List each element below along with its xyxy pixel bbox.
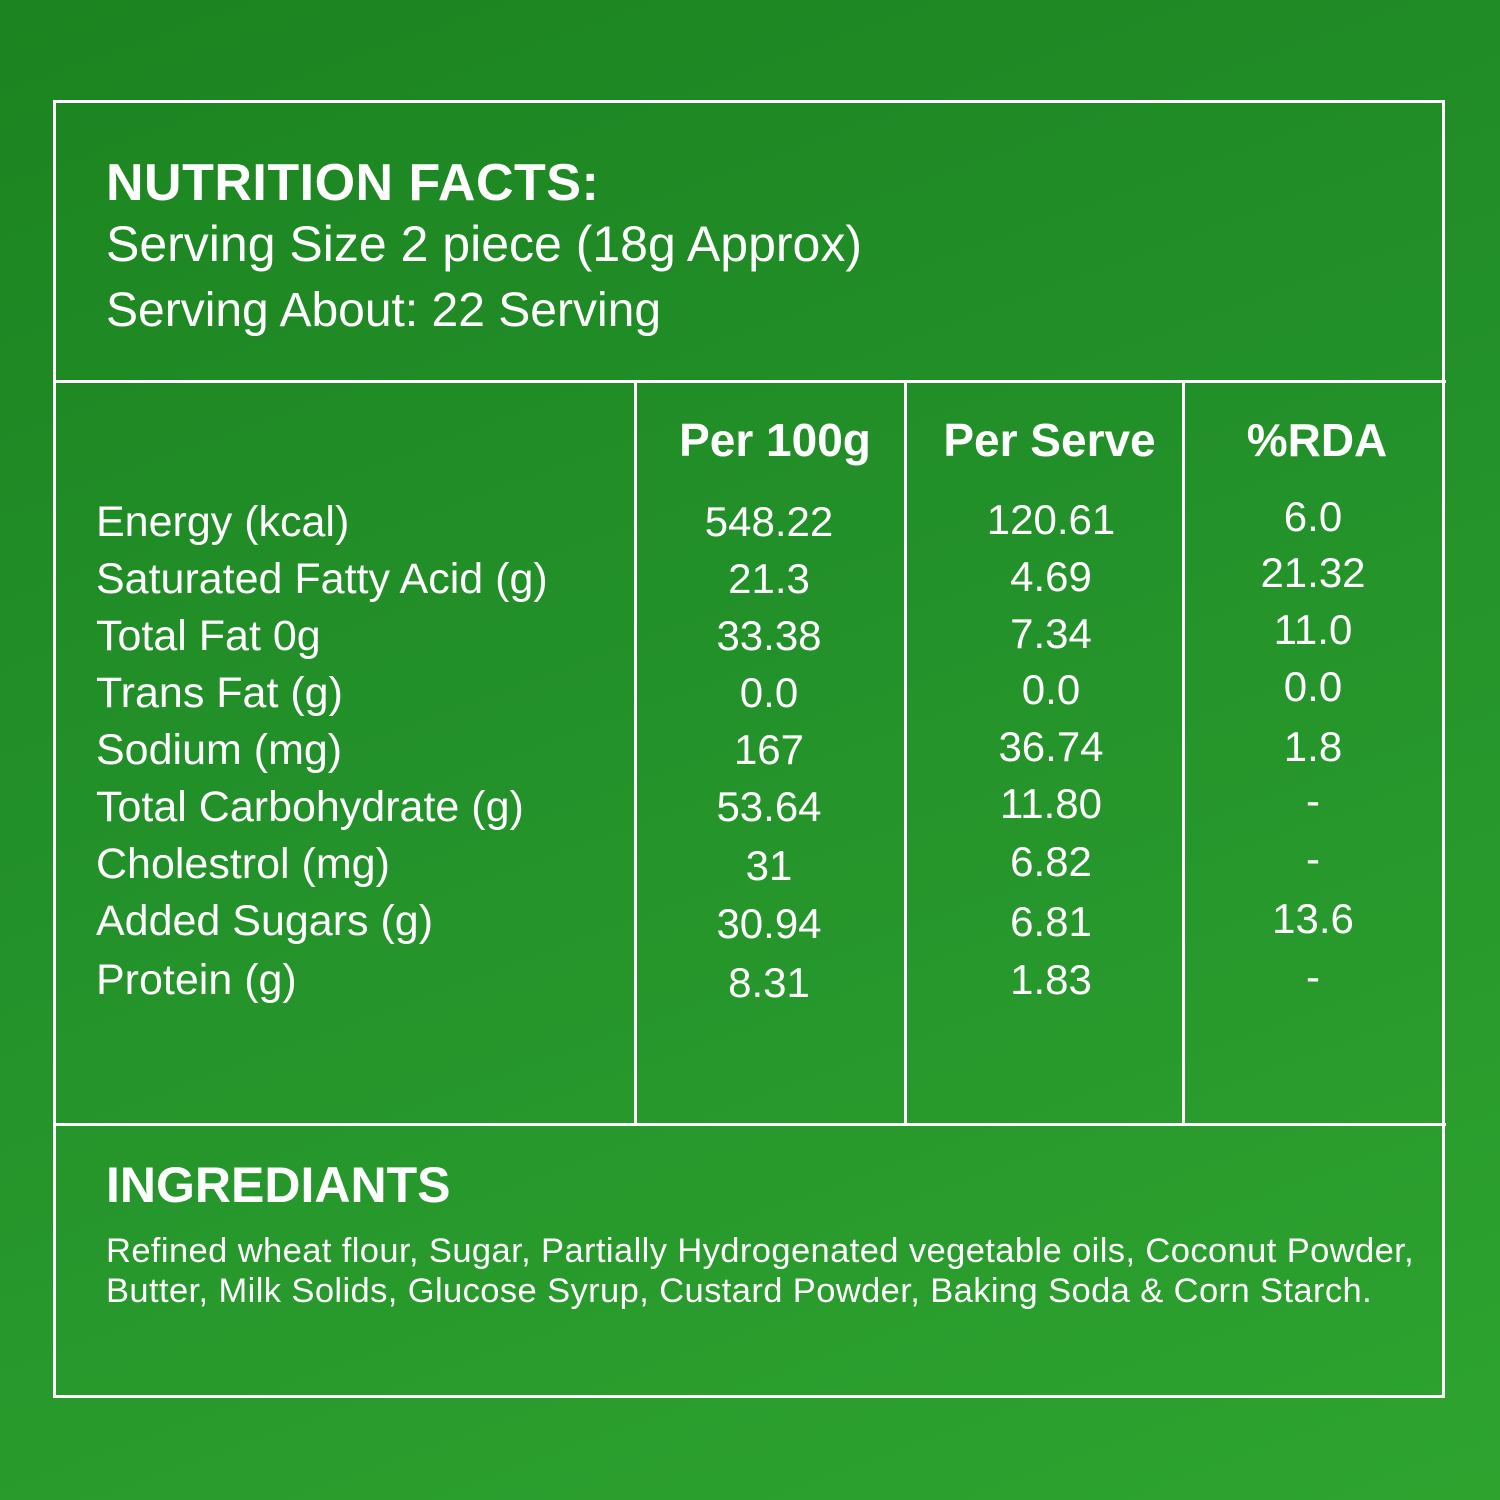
per-serve-value: 120.61 [986,496,1116,543]
column-header-rda: %RDA [1246,414,1388,466]
header-divider [56,380,1446,383]
per-100g-value: 8.31 [728,959,810,1006]
column-divider-1 [634,383,637,1123]
ingredients-divider [56,1123,1446,1126]
per-100g-value: 31 [745,842,793,889]
per-100g-value: 0.0 [739,669,799,716]
nutrient-label: Total Carbohydrate (g) [96,783,524,831]
per-serve-value: 6.81 [1010,898,1092,945]
serving-about: Serving About: 22 Serving [106,284,662,337]
nutrient-label: Sodium (mg) [96,726,343,774]
nutrient-label: Trans Fat (g) [96,669,343,717]
column-divider-3 [1182,383,1185,1123]
ingredients-title: INGREDIANTS [106,1157,451,1213]
nutrition-panel: NUTRITION FACTS: Serving Size 2 piece (1… [53,100,1446,1398]
rda-value: 1.8 [1283,723,1343,770]
rda-value: - [1306,953,1320,1000]
rda-value: - [1306,835,1320,882]
per-100g-value: 21.3 [728,555,810,602]
per-serve-value: 36.74 [998,723,1104,770]
per-serve-value: 6.82 [1010,838,1092,885]
per-100g-value: 30.94 [716,900,822,947]
rda-value: 6.0 [1283,493,1343,540]
rda-value: 0.0 [1283,663,1343,710]
nutrient-label: Saturated Fatty Acid (g) [96,555,548,603]
column-header-per-serve: Per Serve [943,414,1156,466]
nutrition-facts-title: NUTRITION FACTS: [106,154,600,212]
serving-size: Serving Size 2 piece (18g Approx) [106,216,862,272]
ingredients-text: Refined wheat flour, Sugar, Partially Hy… [106,1232,1415,1310]
per-serve-value: 1.83 [1010,956,1092,1003]
nutrient-label: Total Fat 0g [96,612,321,660]
per-serve-value: 7.34 [1010,610,1092,657]
per-serve-value: 0.0 [1021,666,1081,713]
per-100g-value: 167 [733,726,805,773]
column-header-per-100g: Per 100g [679,414,871,466]
per-100g-value: 33.38 [716,612,822,659]
nutrient-label: Energy (kcal) [96,498,350,546]
per-100g-value: 548.22 [704,498,834,545]
nutrient-label: Added Sugars (g) [96,897,434,945]
nutrient-label: Cholestrol (mg) [96,840,390,888]
rda-value: 13.6 [1272,895,1354,942]
per-serve-value: 11.80 [1000,780,1102,827]
nutrient-label: Protein (g) [96,956,297,1004]
per-serve-value: 4.69 [1010,553,1092,600]
per-100g-value: 53.64 [716,783,822,830]
rda-value: 21.32 [1260,549,1366,596]
column-divider-2 [904,383,907,1123]
rda-value: - [1306,777,1320,824]
rda-value: 11.0 [1273,606,1353,653]
